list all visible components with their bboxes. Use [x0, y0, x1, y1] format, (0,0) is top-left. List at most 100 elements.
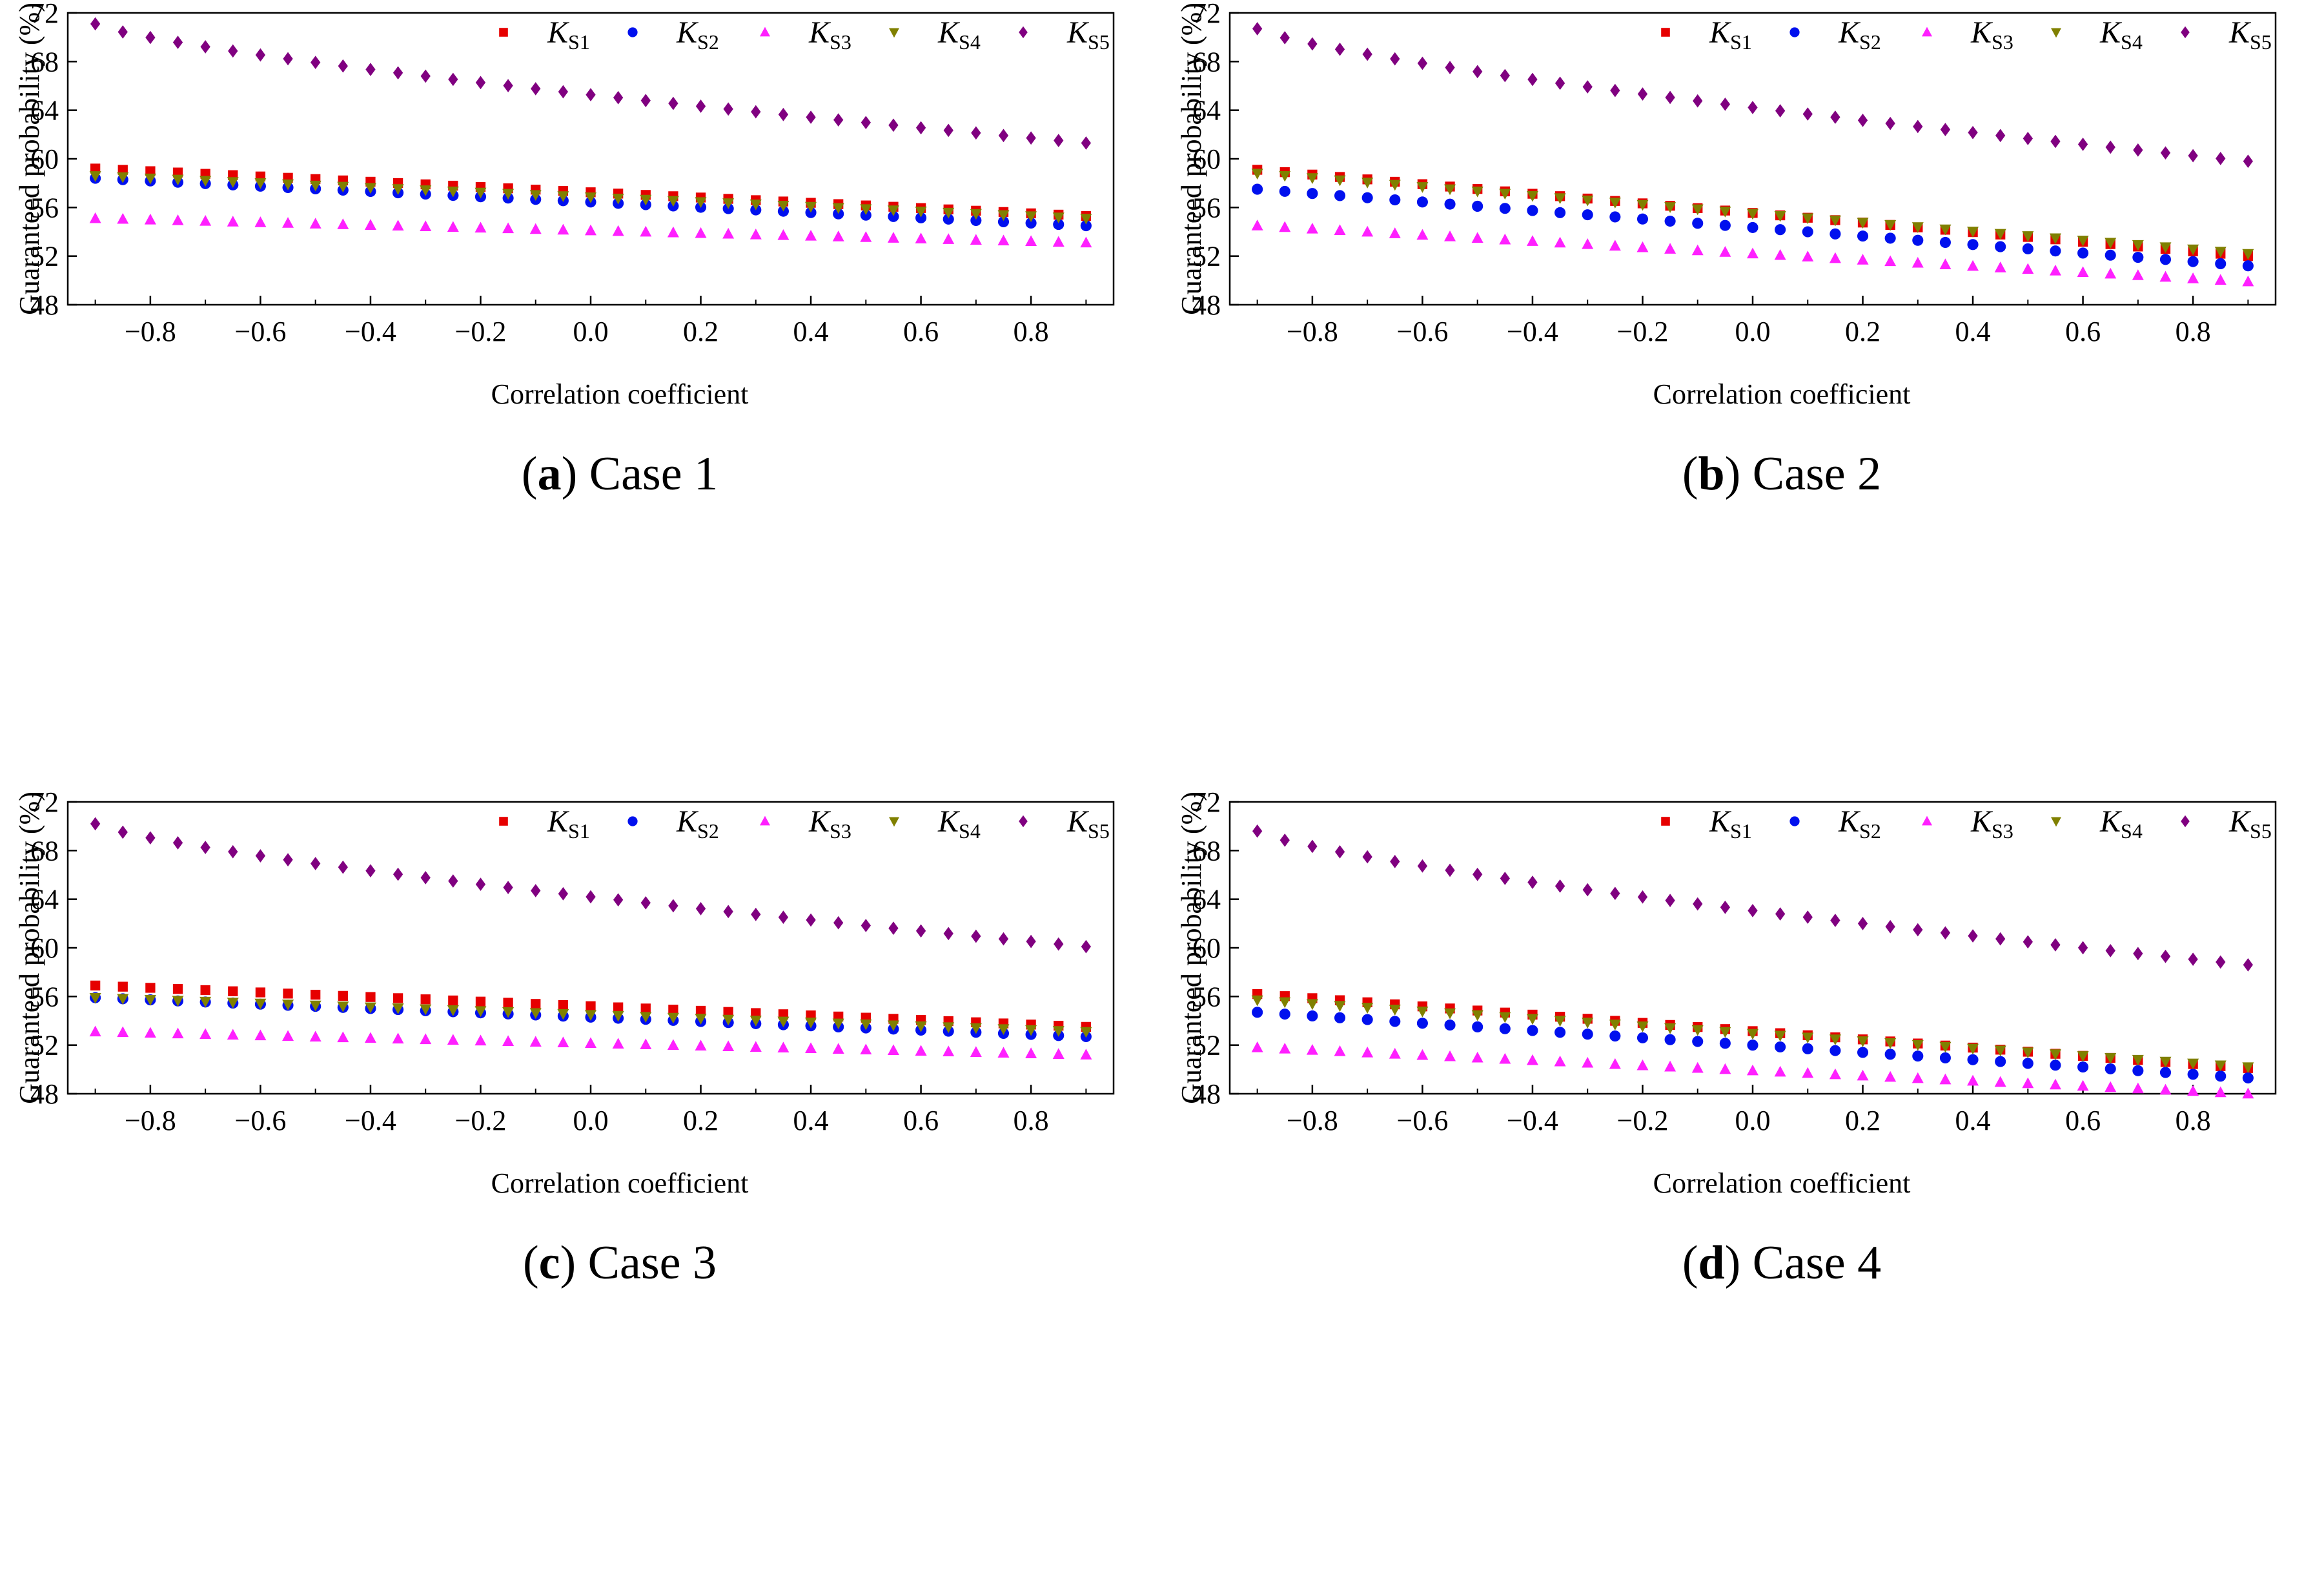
- panel-d-ks2-point: [1747, 1040, 1758, 1051]
- panel-a-ks3-point: [722, 227, 735, 239]
- panel-d-ks5-point: [2023, 935, 2033, 949]
- panel-a-series-ks5: [90, 17, 1092, 150]
- panel-c-xlabel: Correlation coefficient: [491, 1167, 749, 1199]
- panel-c-legend-entry-ks3: KS3: [760, 804, 851, 843]
- panel-c-ks3-point: [282, 1030, 294, 1041]
- panel-d-ks4-point: [1911, 1040, 1924, 1051]
- panel-b-legend-entry-ks1: KS1: [1661, 15, 1752, 54]
- panel-a-ks3-point: [585, 224, 596, 236]
- panel-a-ks4-point: [282, 179, 294, 190]
- panel-a-ks4-point: [832, 203, 844, 214]
- panel-d-ks5-point: [1830, 914, 1840, 927]
- panel-a-plot-frame: [66, 12, 1115, 306]
- panel-a-legend-label-ks1: KS1: [547, 15, 590, 54]
- panel-d-legend-label-ks3: KS3: [1970, 804, 2013, 843]
- panel-c-ytick-label: 68: [30, 835, 59, 866]
- panel-d-ks3-point: [1609, 1058, 1621, 1069]
- panel-d-ks5-point: [1445, 863, 1455, 877]
- panel-d-legend-label-ks2: KS2: [1838, 804, 1881, 843]
- panel-d-ks3-point: [1857, 1069, 1869, 1081]
- panel-b-ks2-point: [1884, 232, 1896, 244]
- panel-b-xtick-label: −0.8: [1287, 316, 1338, 347]
- panel-d-ks4-point: [1499, 1012, 1511, 1023]
- panel-a-ks3-point: [860, 231, 872, 242]
- panel-c-ks1-point: [117, 981, 128, 992]
- panel-d-series-ks3: [1251, 1041, 2254, 1099]
- panel-a-xtick-label: −0.2: [455, 316, 507, 347]
- panel-d-ks2-point: [1416, 1018, 1428, 1029]
- panel-b-ks2-point: [1747, 221, 1758, 233]
- panel-b-ks4-point: [1444, 184, 1456, 196]
- panel-a-ks3-point: [1080, 236, 1092, 248]
- panel-d-ks4-point: [1389, 1005, 1401, 1016]
- panel-c-legend-marker-ks3: [760, 815, 770, 826]
- panel-c-ks5-point: [640, 896, 651, 910]
- panel-c-ks4-point: [144, 994, 156, 1006]
- panel-c-ks4-point: [227, 998, 239, 1009]
- panel-c-ks1-point: [255, 987, 266, 998]
- panel-d-xtick-label: −0.4: [1507, 1105, 1558, 1136]
- panel-d-ks5-point: [1968, 929, 1978, 943]
- panel-d-legend-label-ks1: KS1: [1709, 804, 1752, 843]
- panel-b-ks5-point: [1390, 52, 1400, 66]
- panel-c-ks3-point: [447, 1034, 459, 1045]
- panel-b-ks2-point: [1472, 200, 1483, 212]
- panel-a-ks5-point: [915, 121, 926, 135]
- panel-d-ks4-point: [1857, 1036, 1869, 1047]
- panel-d-xtick-label: 0.6: [2065, 1105, 2101, 1136]
- panel-b-ks3-point: [1857, 254, 1869, 265]
- panel-c-caption: (c) Case 3: [523, 1236, 717, 1289]
- panel-d-ks4-point: [2049, 1049, 2061, 1060]
- panel-a-ks4-point: [529, 190, 542, 201]
- panel-a-ks4-point: [420, 185, 432, 196]
- panel-c-ks4-point: [915, 1021, 927, 1032]
- panel-a-ks5-point: [145, 30, 156, 45]
- panel-d-ytick-label: 72: [1192, 789, 1221, 818]
- panel-a-xtick-label: −0.6: [235, 316, 287, 347]
- panel-b-ks4-point: [1554, 193, 1566, 205]
- panel-c-ks1-point: [723, 1007, 733, 1017]
- panel-b-ks2-point: [1389, 194, 1401, 206]
- panel-c-ks3-point: [392, 1032, 404, 1044]
- panel-a-ks5-point: [255, 48, 266, 62]
- panel-c-ks1-point: [640, 1003, 651, 1014]
- panel-a-ks1-point: [117, 165, 128, 175]
- panel-d-legend-marker-ks3: [1922, 815, 1932, 826]
- panel-b-ks5-point: [1362, 47, 1372, 61]
- panel-b-ks3-point: [1719, 246, 1731, 257]
- panel-b-ks3-point: [1389, 227, 1401, 238]
- panel-c-ks5-point: [172, 836, 183, 850]
- panel-d-ks3-point: [1306, 1043, 1318, 1055]
- panel-c-ks3-point: [420, 1033, 432, 1045]
- panel-d-ks4-point: [1994, 1045, 2006, 1057]
- panel-c-legend-label-ks3: KS3: [808, 804, 851, 843]
- panel-c-ks3-point: [612, 1038, 624, 1049]
- panel-c-ks3-point: [199, 1028, 212, 1040]
- panel-c-ks5-point: [668, 899, 678, 913]
- panel-a-ks3-point: [997, 234, 1010, 246]
- panel-b-xtick-label: 0.0: [1735, 316, 1771, 347]
- panel-b-ks3-point: [1829, 252, 1841, 263]
- panel-a-ks5-point: [723, 102, 733, 116]
- panel-b-legend-entry-ks3: KS3: [1922, 15, 2013, 54]
- panel-b-xtick-label: 0.6: [2065, 316, 2101, 347]
- panel-b-ks5-point: [2133, 143, 2143, 157]
- panel-a-xtick-label: 0.2: [683, 316, 719, 347]
- panel-c-ks5-point: [531, 884, 541, 897]
- panel-a-ks2-point: [997, 216, 1010, 228]
- panel-d-ks5-point: [1252, 824, 1263, 838]
- panel-b-ks3-point: [2242, 275, 2254, 287]
- panel-b-ks4-point: [1334, 175, 1346, 187]
- panel-a-ks4-point: [722, 198, 735, 209]
- panel-c-ks3-point: [474, 1034, 487, 1046]
- panel-b-ks4-point: [1774, 211, 1786, 222]
- panel-a-ks3-point: [447, 221, 459, 232]
- panel-c-ks5-point: [695, 902, 706, 916]
- panel-d-ks2-point: [1582, 1029, 1593, 1040]
- panel-b-ks4-point: [1884, 220, 1897, 231]
- panel-d-ks5-point: [2160, 949, 2171, 963]
- panel-a-ks3-point: [970, 234, 982, 245]
- panel-c-ks3-point: [1025, 1047, 1037, 1058]
- panel-a-ks2-point: [943, 213, 954, 225]
- panel-b-ks2-point: [1939, 236, 1951, 249]
